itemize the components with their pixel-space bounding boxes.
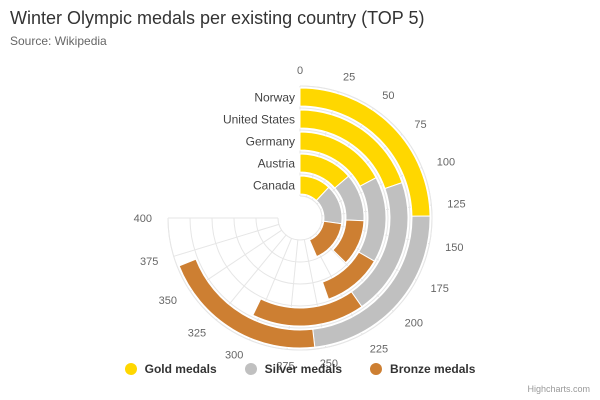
chart-subtitle: Source: Wikipedia — [10, 34, 107, 48]
grid-arc — [277, 195, 323, 241]
bar-bronze-medals-norway[interactable] — [178, 258, 316, 349]
tick-label: 275 — [276, 360, 294, 372]
tick-label: 100 — [437, 156, 455, 168]
bar-bronze-medals-austria[interactable] — [332, 219, 365, 264]
category-label: Canada — [253, 179, 295, 193]
tick-label: 50 — [382, 90, 394, 102]
tick-label: 125 — [447, 198, 465, 210]
category-label: United States — [223, 113, 295, 127]
bar-bronze-medals-germany[interactable] — [321, 251, 376, 300]
tick-label: 400 — [134, 213, 152, 225]
tick-label: 175 — [431, 283, 449, 295]
legend-item-gold-medals[interactable]: Gold medals — [124, 362, 217, 376]
tick-label: 0 — [297, 65, 303, 77]
tick-label: 75 — [414, 119, 426, 131]
labels-layer: 0 25 50 75 100 125 150 175 200 225 250 275 300 325 350… — [134, 65, 466, 372]
tick-label: 225 — [370, 344, 388, 356]
tick-label: 350 — [159, 295, 177, 307]
tick-label: 325 — [188, 327, 206, 339]
legend-label: Gold medals — [144, 362, 217, 376]
tick-label: 375 — [140, 256, 158, 268]
legend-swatch-icon — [370, 363, 383, 375]
tick-label: 200 — [405, 318, 423, 330]
credits-link[interactable]: Highcharts.com — [527, 384, 590, 394]
legend: Gold medals Silver medals Bronze medals — [0, 362, 600, 376]
category-label: Norway — [254, 91, 295, 105]
legend-label: Bronze medals — [390, 362, 476, 376]
tick-label: 25 — [343, 71, 355, 83]
bar-bronze-medals-united-states[interactable] — [252, 291, 363, 327]
chart-title: Winter Olympic medals per existing count… — [10, 8, 425, 28]
category-label: Austria — [258, 157, 296, 171]
legend-swatch-icon — [124, 363, 137, 375]
category-label: Germany — [246, 135, 295, 149]
legend-item-bronze-medals[interactable]: Bronze medals — [370, 362, 475, 376]
legend-label: Silver medals — [264, 362, 343, 376]
tick-label: 300 — [225, 350, 243, 362]
bars-layer — [178, 87, 431, 349]
tick-label: 250 — [320, 358, 338, 370]
tick-label: 150 — [445, 242, 463, 254]
bar-bronze-medals-canada[interactable] — [308, 220, 343, 258]
outer-axis-arc — [167, 85, 433, 351]
legend-swatch-icon — [244, 363, 257, 375]
legend-item-silver-medals[interactable]: Silver medals — [244, 362, 343, 376]
grid-line — [173, 223, 280, 257]
